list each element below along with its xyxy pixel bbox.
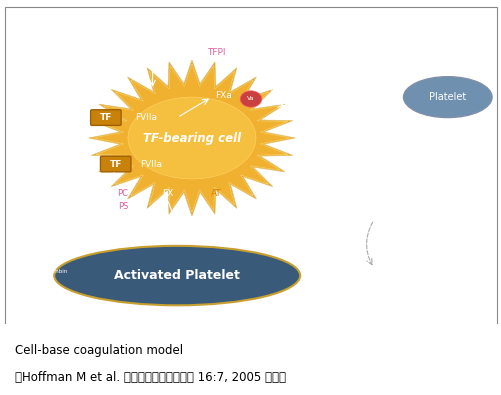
Text: Activated Platelet: Activated Platelet — [114, 269, 239, 282]
Text: FVa: FVa — [400, 122, 416, 132]
Text: FVIIa: FVIIa — [135, 113, 157, 122]
Text: PS: PS — [118, 202, 128, 211]
Text: FV: FV — [343, 122, 354, 132]
Text: FXa: FXa — [215, 91, 232, 100]
Text: TF: TF — [109, 160, 122, 169]
Text: FIX: FIX — [33, 137, 46, 146]
Text: FXI: FXI — [18, 241, 31, 250]
Circle shape — [239, 91, 262, 107]
Text: FII: FII — [255, 189, 266, 198]
FancyBboxPatch shape — [91, 110, 121, 125]
Text: Thrombin: Thrombin — [296, 203, 401, 222]
Text: FIXa/FVIIIa: FIXa/FVIIIa — [119, 226, 166, 235]
Text: FVIIa: FVIIa — [140, 160, 162, 169]
Text: FXa/FVa: FXa/FVa — [213, 226, 248, 235]
Text: TFPI: TFPI — [207, 48, 225, 57]
Text: Va: Va — [246, 96, 255, 102]
Text: FX: FX — [147, 29, 158, 38]
Text: FII: FII — [255, 29, 266, 38]
Text: FIXa: FIXa — [54, 189, 74, 198]
Text: PC: PC — [117, 189, 128, 198]
Text: Platelet: Platelet — [428, 92, 465, 102]
Ellipse shape — [54, 246, 300, 305]
Text: FXIa: FXIa — [50, 254, 68, 263]
Ellipse shape — [403, 77, 491, 118]
Polygon shape — [89, 60, 295, 216]
Text: FX: FX — [161, 189, 173, 198]
Text: TF: TF — [100, 113, 112, 122]
Text: Cell-base coagulation model: Cell-base coagulation model — [15, 344, 183, 357]
Text: TF-bearing cell: TF-bearing cell — [143, 132, 240, 145]
FancyBboxPatch shape — [100, 156, 131, 172]
Text: FVIII: FVIII — [364, 41, 383, 50]
Text: FVII/FVIIa: FVII/FVIIa — [69, 37, 108, 46]
Text: Thrombin: Thrombin — [41, 269, 67, 275]
Ellipse shape — [128, 97, 256, 179]
Text: Thrombin: Thrombin — [287, 104, 317, 109]
Polygon shape — [93, 64, 290, 213]
Text: AT: AT — [211, 189, 221, 198]
Text: （Hoffman M et al. 日本血栓止血学会雑誌 16:7, 2005 改変）: （Hoffman M et al. 日本血栓止血学会雑誌 16:7, 2005 … — [15, 371, 286, 384]
Text: FVIIIa: FVIIIa — [425, 67, 449, 75]
